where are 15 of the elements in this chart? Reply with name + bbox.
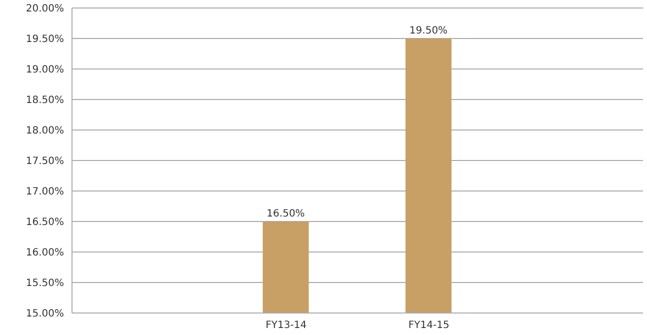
data-label: 19.50% (409, 26, 448, 36)
y-tick-label: 16.00% (26, 248, 64, 259)
y-tick-label: 18.50% (26, 95, 64, 106)
y-tick-label: 19.00% (26, 64, 64, 76)
x-tick-label: FY13-14 (266, 320, 307, 332)
y-tick-label: 16.50% (26, 217, 64, 228)
y-tick-label: 17.50% (26, 156, 64, 168)
y-tick-label: 17.00% (26, 186, 64, 198)
y-tick-label: 15.50% (26, 278, 64, 290)
data-label: 16.50% (266, 208, 305, 220)
y-tick-label: 18.00% (26, 126, 64, 137)
y-tick-label: 19.50% (26, 34, 64, 46)
y-tick-label: 15.00% (26, 308, 64, 320)
x-tick-label: FY14-15 (408, 320, 450, 332)
y-tick-label: 20.00% (26, 4, 64, 15)
